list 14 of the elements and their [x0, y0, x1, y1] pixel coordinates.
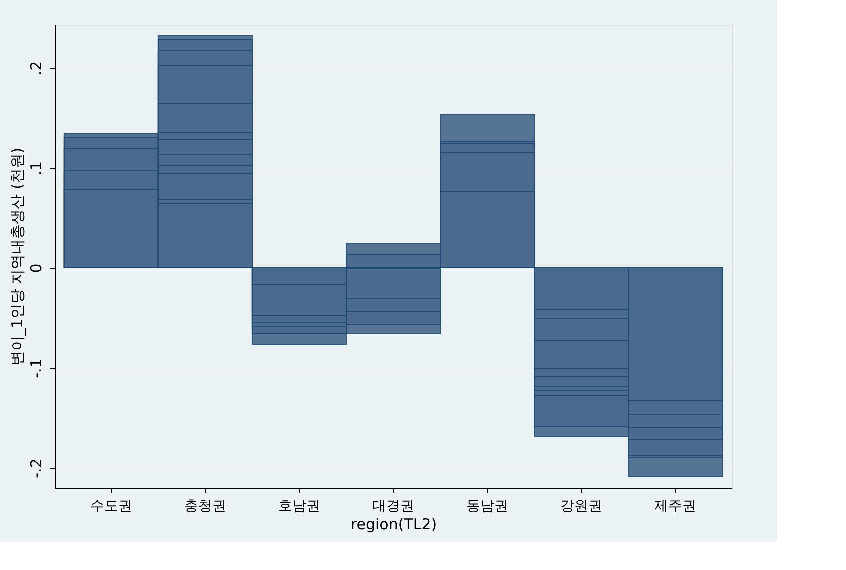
y-tick-label: .2: [28, 61, 46, 76]
x-tick-label: 호남권: [278, 498, 320, 514]
x-tick-label: 수도권: [90, 498, 132, 514]
x-axis-title: region(TL2): [350, 516, 438, 534]
x-tick-label: 제주권: [654, 498, 697, 514]
x-tick-label: 동남권: [466, 498, 509, 514]
x-tick-label: 충청권: [184, 498, 226, 514]
y-tick-label: -.2: [28, 458, 46, 478]
y-tick-label: -.1: [28, 358, 46, 378]
y-axis-title: 변이_1인당 지역내총생산 (천원): [8, 148, 26, 366]
x-tick-label: 강원권: [560, 498, 603, 514]
y-tick-label: .1: [28, 161, 46, 176]
x-tick-label: 대경권: [372, 498, 414, 514]
y-tick-label: 0: [28, 264, 46, 274]
